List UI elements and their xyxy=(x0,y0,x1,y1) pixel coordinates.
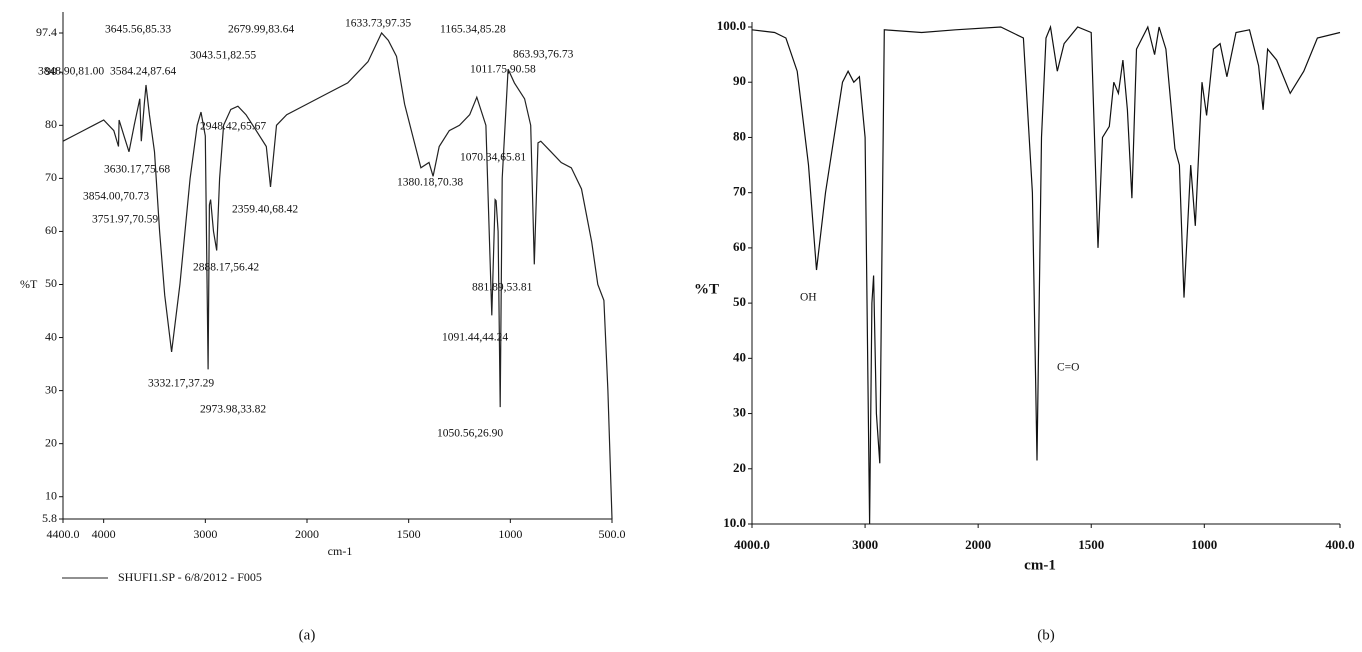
x-tick-label: 4000 xyxy=(92,527,116,541)
peak-annotation: 1050.56,26.90 xyxy=(437,428,503,440)
peak-annotation: C=O xyxy=(1057,362,1079,374)
peak-annotation: 1070.34,65.81 xyxy=(460,152,526,164)
peak-annotation: 1165.34,85.28 xyxy=(440,24,506,36)
x-tick-label: 4000.0 xyxy=(734,537,770,552)
peak-annotation: 3584.24,87.64 xyxy=(110,66,176,78)
y-tick-label: 70 xyxy=(45,170,57,184)
peak-annotation: 3043.51,82.55 xyxy=(190,50,256,62)
x-tick-label: 1000 xyxy=(1191,537,1217,552)
peak-annotation: 2948.42,65.67 xyxy=(200,121,266,133)
peak-annotation: 3630.17,75.68 xyxy=(104,164,170,176)
y-tick-label: 97.4 xyxy=(36,25,57,39)
y-tick-label: 50 xyxy=(733,294,746,309)
y-axis-title: %T xyxy=(20,277,38,291)
caption: (b) xyxy=(1037,627,1055,643)
x-tick-label: 3000 xyxy=(193,527,217,541)
peak-annotation: 1091.44,44.24 xyxy=(442,332,508,344)
spectrum-line xyxy=(752,27,1340,524)
y-tick-label: 5.8 xyxy=(42,511,57,525)
peak-annotation: 1380.18,70.38 xyxy=(397,177,463,189)
peak-annotation: 3332.17,37.29 xyxy=(148,378,214,390)
x-tick-label: 500.0 xyxy=(599,527,626,541)
y-tick-label: 30 xyxy=(45,382,57,396)
y-tick-label: 90 xyxy=(733,73,746,88)
peak-annotation: 3854.00,70.73 xyxy=(83,191,149,203)
x-axis-title: cm-1 xyxy=(1024,557,1056,573)
peak-annotation: 863.93,76.73 xyxy=(513,49,574,61)
panel-a: %T cm-1 SHUFI1.SP - 6/8/2012 - F005 (a) … xyxy=(20,12,626,643)
x-tick-label: 3000 xyxy=(852,537,878,552)
y-tick-label: 80 xyxy=(45,117,57,131)
x-tick-label: 1000 xyxy=(498,527,522,541)
legend-label: SHUFI1.SP - 6/8/2012 - F005 xyxy=(118,570,262,584)
peak-annotation: 1011.75,90.58 xyxy=(470,64,536,76)
y-tick-label: 60 xyxy=(733,239,746,254)
peak-annotation: 881.89,53.81 xyxy=(472,282,533,294)
y-tick-label: 10.0 xyxy=(723,515,746,530)
y-tick-label: 20 xyxy=(733,460,746,475)
peak-annotation: 1633.73,97.35 xyxy=(345,18,411,30)
x-tick-label: 1500 xyxy=(397,527,421,541)
peak-annotation: 2973.98,33.82 xyxy=(200,404,266,416)
peak-annotation: 3848.90,81.00 xyxy=(38,66,104,78)
x-tick-label: 2000 xyxy=(965,537,991,552)
y-tick-label: 100.0 xyxy=(717,18,746,33)
x-axis-title: cm-1 xyxy=(328,544,353,558)
y-tick-label: 80 xyxy=(733,128,746,143)
peak-annotation: 2888.17,56.42 xyxy=(193,262,259,274)
figure: %T cm-1 SHUFI1.SP - 6/8/2012 - F005 (a) … xyxy=(0,0,1362,652)
y-tick-label: 20 xyxy=(45,435,57,449)
y-tick-label: 40 xyxy=(733,349,746,364)
peak-annotation: 3751.97,70.59 xyxy=(92,214,158,226)
x-tick-label: 400.0 xyxy=(1325,537,1354,552)
peak-annotation: OH xyxy=(800,292,817,304)
caption: (a) xyxy=(299,627,316,643)
y-tick-label: 60 xyxy=(45,223,57,237)
y-tick-label: 10 xyxy=(45,488,57,502)
y-tick-label: 30 xyxy=(733,405,746,420)
x-tick-label: 1500 xyxy=(1078,537,1104,552)
y-tick-label: 50 xyxy=(45,276,57,290)
peak-annotation: 3645.56,85.33 xyxy=(105,24,171,36)
y-tick-label: 40 xyxy=(45,329,57,343)
spectrum-line xyxy=(63,33,612,519)
y-axis-title: %T xyxy=(694,281,719,297)
panel-b: %T cm-1 (b) 10.0 20 30 40 50 60 70 80 90 100.0 400… xyxy=(694,18,1355,643)
peak-annotation: 2359.40,68.42 xyxy=(232,204,298,216)
y-tick-label: 70 xyxy=(733,184,746,199)
x-tick-label: 2000 xyxy=(295,527,319,541)
x-tick-label: 4400.0 xyxy=(47,527,80,541)
peak-annotation: 2679.99,83.64 xyxy=(228,24,294,36)
